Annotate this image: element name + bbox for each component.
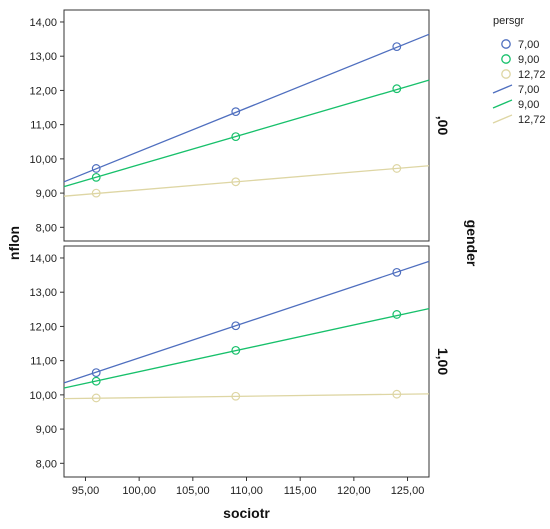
legend-title: persgr [493, 15, 525, 27]
data-point-12-72 [231, 177, 241, 187]
fit-line-7-00 [63, 33, 430, 183]
legend-marker-12-72 [501, 69, 511, 79]
data-point-12-72 [231, 391, 241, 401]
legend-line-9-00 [492, 99, 513, 109]
legend: persgr 7,00 9,00 12,72 7,00 9,00 12,72 [492, 15, 546, 126]
y-tick-label: 9,00 [36, 188, 57, 200]
data-point-7-00 [392, 42, 402, 52]
legend-marker-9-00 [501, 54, 511, 64]
x-tick-label: 100,00 [122, 485, 156, 497]
data-point-12-72 [91, 188, 101, 198]
facet-label-2: 1,00 [435, 348, 451, 375]
data-point-12-72 [392, 389, 402, 399]
data-point-9-00 [91, 172, 101, 182]
legend-line-12-72 [492, 114, 513, 124]
y-tick-label: 11,00 [30, 120, 57, 132]
legend-label: 7,00 [518, 84, 539, 96]
data-point-9-00 [392, 84, 402, 94]
y-tick-label: 12,00 [29, 321, 57, 333]
data-point-9-00 [392, 310, 402, 319]
x-axis-title: sociotr [223, 505, 270, 521]
fit-line-12-72 [63, 165, 430, 197]
fit-line-7-00 [63, 260, 430, 384]
facet-axis-title: gender [464, 220, 480, 267]
y-tick-label: 14,00 [29, 17, 57, 29]
y-tick-label: 8,00 [36, 222, 57, 234]
panel-frame [63, 9, 430, 242]
x-tick-label: 105,00 [176, 485, 210, 497]
fit-line-12-72 [63, 393, 430, 400]
data-point-7-00 [231, 107, 241, 117]
data-point-7-00 [91, 368, 101, 378]
x-tick-label: 110,00 [230, 485, 263, 497]
legend-marker-7-00 [501, 39, 511, 49]
legend-label: 9,00 [518, 99, 539, 111]
y-tick-label: 13,00 [29, 287, 57, 299]
legend-label: 7,00 [518, 39, 539, 51]
data-point-12-72 [392, 164, 402, 173]
panel-1: 8,00 9,00 10,00 11,00 12,00 13,00 14,00 ,00 [29, 9, 451, 242]
data-point-7-00 [91, 164, 101, 173]
y-tick-label: 10,00 [29, 154, 57, 166]
y-axis-title: nflon [6, 226, 22, 260]
data-point-7-00 [392, 267, 402, 277]
fit-line-9-00 [63, 79, 430, 188]
data-point-7-00 [231, 321, 241, 331]
y-tick-label: 14,00 [29, 253, 57, 265]
panel-frame [63, 245, 430, 478]
legend-line-7-00 [492, 84, 513, 94]
x-tick-label: 125,00 [391, 485, 425, 497]
x-tick-label: 115,00 [284, 485, 317, 497]
legend-label: 9,00 [518, 54, 539, 66]
data-point-9-00 [231, 132, 241, 142]
y-tick-label: 13,00 [29, 51, 57, 63]
facet-label-1: ,00 [435, 116, 451, 136]
y-tick-label: 8,00 [36, 458, 57, 470]
panel-2: 8,00 9,00 10,00 11,00 12,00 13,00 14,00 1,00 [29, 245, 451, 478]
data-point-9-00 [91, 376, 101, 386]
y-tick-label: 9,00 [36, 424, 57, 436]
legend-label: 12,72 [518, 114, 546, 126]
x-tick-label: 95,00 [72, 485, 100, 497]
legend-label: 12,72 [518, 69, 546, 81]
y-tick-label: 10,00 [29, 390, 57, 402]
data-point-9-00 [231, 345, 241, 355]
x-tick-label: 120,00 [337, 485, 371, 497]
y-tick-label: 11,00 [30, 356, 57, 368]
y-tick-label: 12,00 [29, 85, 57, 97]
data-point-12-72 [91, 393, 101, 403]
fit-line-9-00 [63, 307, 430, 389]
